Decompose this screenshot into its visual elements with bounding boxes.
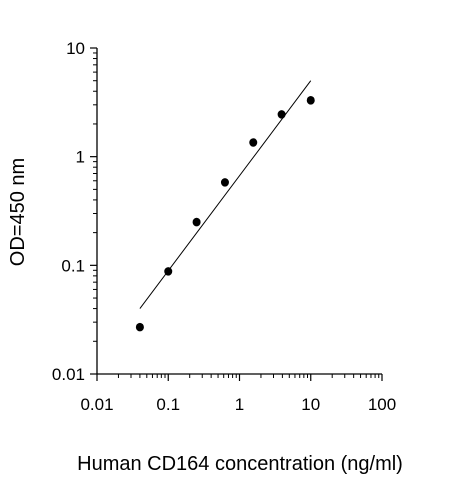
x-tick-labels: 0.01 0.1 1 10 100 [80,395,396,414]
x-tick-label: 100 [368,395,396,414]
data-point [249,138,258,147]
y-axis-title: OD=450 nm [7,158,29,266]
x-tick-label: 10 [301,395,320,414]
data-point [135,322,144,332]
data-point [306,96,315,105]
y-tick-label: 10 [66,39,85,58]
y-tick-label: 0.1 [61,256,85,275]
data-point [164,267,173,276]
y-tick-label: 0.01 [52,365,85,384]
data-points [135,96,315,332]
axes [90,47,383,381]
x-tick-label: 0.01 [80,395,113,414]
x-tick-label: 0.1 [156,395,180,414]
y-tick-label: 1 [76,148,85,167]
data-point [192,217,201,227]
x-axis-title: Human CD164 concentration (ng/ml) [77,453,403,475]
y-tick-labels: 0.01 0.1 1 10 [52,39,85,384]
x-tick-label: 1 [235,395,244,414]
data-point [277,110,286,119]
data-point [220,178,229,187]
